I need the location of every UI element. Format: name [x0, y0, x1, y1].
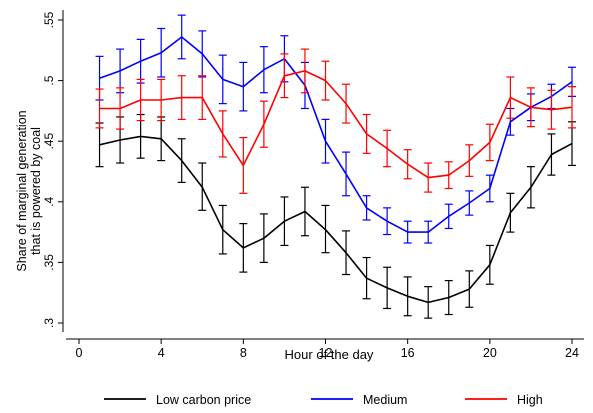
- x-tick-label: 4: [158, 346, 165, 360]
- series-line: [99, 70, 573, 179]
- legend-item: High: [465, 393, 543, 407]
- series-line: [99, 36, 573, 233]
- legend-label: High: [517, 393, 543, 407]
- y-axis-label-line-2: that is powered by coal: [29, 127, 43, 255]
- x-tick-label: 0: [76, 346, 83, 360]
- x-axis-label: Hour of the day: [285, 347, 374, 362]
- series-high: [95, 48, 576, 194]
- y-axis-label: Share of marginal generation that is pow…: [15, 110, 43, 271]
- x-tick-label: 16: [401, 346, 415, 360]
- y-tick-label: .3: [42, 318, 56, 328]
- y-tick-label: .35: [42, 254, 56, 271]
- x-tick-label: 8: [240, 346, 247, 360]
- y-tick-label: .45: [42, 133, 56, 150]
- y-tick-label: .4: [42, 196, 56, 206]
- legend-label: Low carbon price: [156, 393, 251, 407]
- series-line: [99, 135, 573, 304]
- y-axis-label-line-1: Share of marginal generation: [15, 110, 29, 271]
- x-tick-label: 24: [565, 346, 579, 360]
- y-tick-label: .55: [42, 11, 56, 28]
- legend: Low carbon price Medium High: [104, 393, 543, 407]
- legend-item: Medium: [311, 393, 407, 407]
- y-tick-label: .5: [42, 75, 56, 85]
- x-tick-label: 20: [483, 346, 497, 360]
- legend-label: Medium: [363, 393, 407, 407]
- legend-item: Low carbon price: [104, 393, 251, 407]
- axes: .3 .35 .4 .45 .5 .55 0 4 8 12 16 20 24: [42, 10, 584, 360]
- x-tick-label: 12: [319, 346, 333, 360]
- series-layer: [95, 14, 576, 319]
